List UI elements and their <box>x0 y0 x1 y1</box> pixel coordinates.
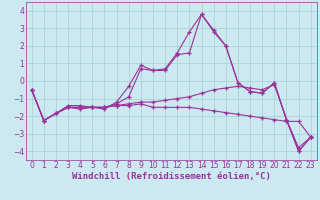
X-axis label: Windchill (Refroidissement éolien,°C): Windchill (Refroidissement éolien,°C) <box>72 172 271 181</box>
